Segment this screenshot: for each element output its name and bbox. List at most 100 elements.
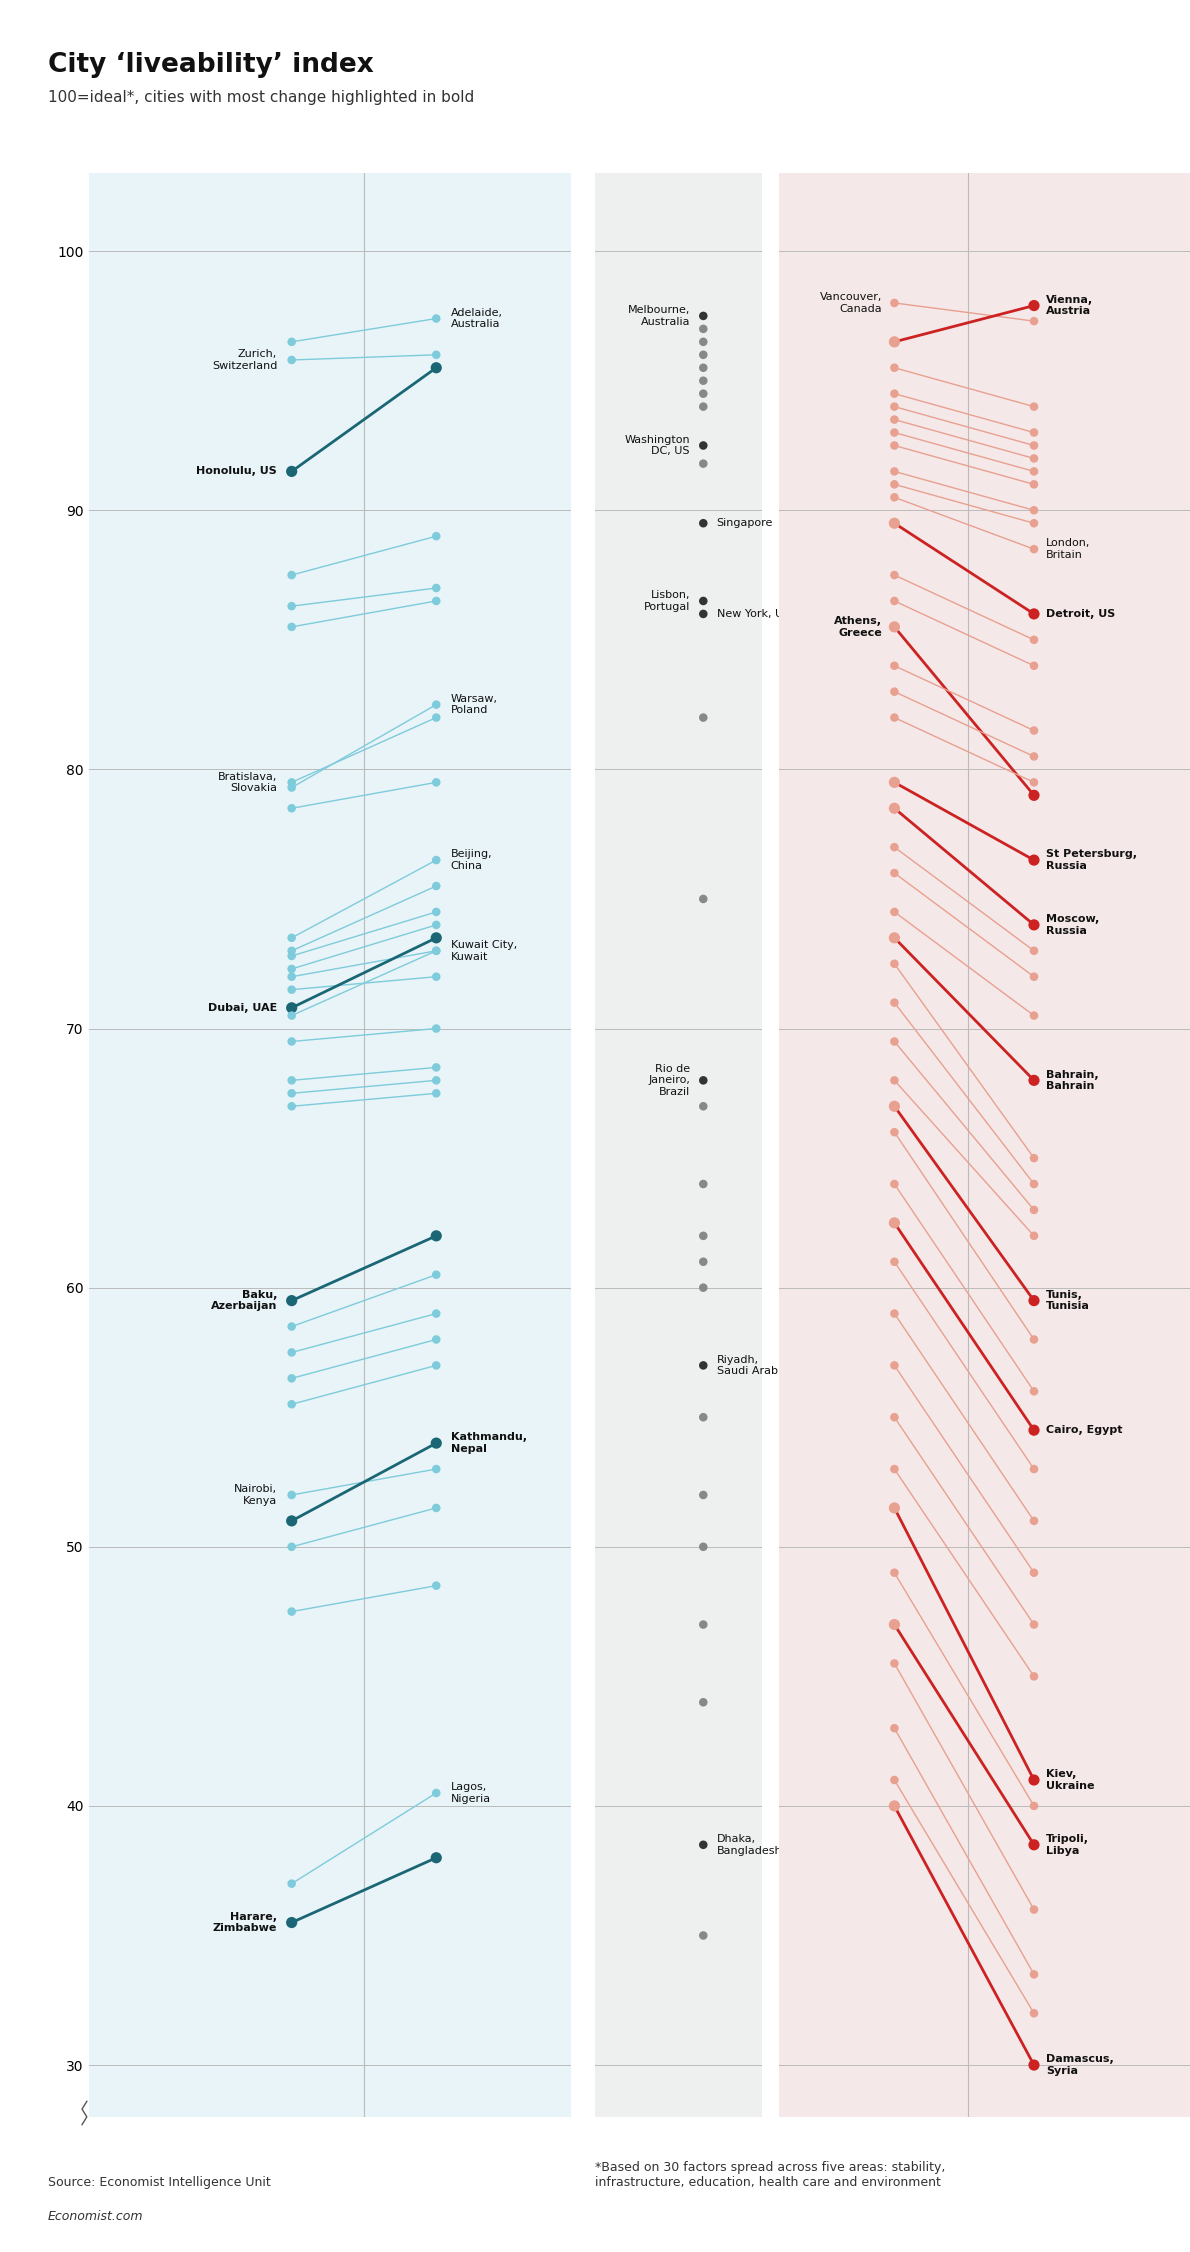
Point: [694, 390, 713, 426]
Point: [694, 1218, 713, 1254]
Text: No change: No change: [637, 137, 720, 151]
Point: [694, 363, 713, 399]
Point: [427, 1257, 446, 1293]
Text: 100=ideal*, cities with most change highlighted in bold: 100=ideal*, cities with most change high…: [48, 90, 474, 106]
Point: [1025, 1554, 1044, 1590]
Point: [282, 763, 301, 799]
Point: [427, 1074, 446, 1110]
Point: [694, 1684, 713, 1721]
Text: Beijing,
China: Beijing, China: [451, 849, 493, 872]
Point: [885, 1491, 904, 1527]
Point: [885, 608, 904, 644]
Point: [885, 673, 904, 709]
Text: Melbourne,
Australia: Melbourne, Australia: [627, 304, 690, 327]
Point: [694, 1088, 713, 1124]
Point: [282, 608, 301, 644]
Point: [885, 466, 904, 502]
Text: Lisbon,
Portugal: Lisbon, Portugal: [644, 590, 690, 613]
Point: [1025, 1892, 1044, 1928]
Text: Tunis,
Tunisia: Tunis, Tunisia: [1046, 1290, 1090, 1311]
Point: [1025, 1995, 1044, 2031]
Point: [694, 700, 713, 736]
Point: [694, 338, 713, 374]
Point: [282, 1335, 301, 1371]
Text: Bratislava,
Slovakia: Bratislava, Slovakia: [218, 772, 277, 793]
Point: [1025, 1826, 1044, 1862]
Point: [427, 1295, 446, 1331]
Point: [1025, 998, 1044, 1034]
Point: [885, 984, 904, 1020]
Point: [1025, 390, 1044, 426]
Text: Nairobi,
Kenya: Nairobi, Kenya: [234, 1484, 277, 1507]
Point: [1025, 1218, 1044, 1254]
Point: [694, 324, 713, 360]
Point: [885, 453, 904, 489]
Point: [427, 687, 446, 723]
Point: [694, 597, 713, 633]
Point: [1025, 504, 1044, 540]
Point: [1025, 842, 1044, 878]
Point: [694, 1916, 713, 1952]
Point: [885, 700, 904, 736]
Point: [282, 959, 301, 995]
Point: [885, 1606, 904, 1642]
Text: Dhaka,
Bangladesh: Dhaka, Bangladesh: [716, 1833, 782, 1856]
Point: [694, 376, 713, 412]
Point: [694, 1270, 713, 1306]
Point: [1025, 414, 1044, 450]
Point: [427, 1011, 446, 1047]
Point: [885, 1115, 904, 1151]
Point: [885, 894, 904, 930]
Point: [282, 1074, 301, 1110]
Text: Washington
DC, US: Washington DC, US: [625, 435, 690, 457]
Text: Honolulu, US: Honolulu, US: [196, 466, 277, 477]
Point: [1025, 428, 1044, 464]
Point: [885, 1646, 904, 1682]
Point: [282, 1387, 301, 1423]
Text: Adelaide,
Australia: Adelaide, Australia: [451, 309, 502, 329]
Point: [282, 939, 301, 975]
Point: [282, 556, 301, 592]
Point: [694, 349, 713, 385]
Point: [1025, 441, 1044, 477]
Text: Cairo, Egypt: Cairo, Egypt: [1046, 1426, 1123, 1435]
Point: [885, 919, 904, 955]
Point: [427, 1450, 446, 1486]
Point: [282, 1529, 301, 1565]
Point: [885, 1709, 904, 1745]
Point: [1025, 739, 1044, 775]
Point: [282, 1063, 301, 1099]
Text: Source: Economist Intelligence Unit: Source: Economist Intelligence Unit: [48, 2175, 270, 2189]
Point: [885, 856, 904, 892]
Point: [1025, 622, 1044, 658]
Point: [1025, 1450, 1044, 1486]
Text: Moscow,
Russia: Moscow, Russia: [1046, 914, 1100, 935]
Point: [885, 790, 904, 826]
Point: [694, 1826, 713, 1862]
Text: Harare,
Zimbabwe: Harare, Zimbabwe: [213, 1912, 277, 1932]
Point: [885, 401, 904, 437]
Text: London,
Britain: London, Britain: [1046, 538, 1091, 561]
Point: [282, 1502, 301, 1538]
Point: [427, 1567, 446, 1603]
Text: St Petersburg,
Russia: St Petersburg, Russia: [1046, 849, 1138, 872]
Point: [885, 1205, 904, 1241]
Text: *Based on 30 factors spread across five areas: stability,
infrastructure, educat: *Based on 30 factors spread across five …: [595, 2162, 945, 2189]
Text: Damascus,
Syria: Damascus, Syria: [1046, 2054, 1114, 2076]
Point: [885, 480, 904, 516]
Point: [885, 946, 904, 982]
Point: [1025, 1063, 1044, 1099]
Text: 2015: 2015: [419, 2164, 453, 2178]
Text: Singapore: Singapore: [716, 518, 774, 529]
Point: [694, 446, 713, 482]
Point: [694, 583, 713, 619]
Point: [282, 453, 301, 489]
Point: [885, 1063, 904, 1099]
Point: [427, 1218, 446, 1254]
Point: [427, 842, 446, 878]
Point: [694, 1606, 713, 1642]
Point: [1025, 1502, 1044, 1538]
Point: [885, 286, 904, 322]
Point: [427, 1775, 446, 1811]
Point: [1025, 1606, 1044, 1642]
